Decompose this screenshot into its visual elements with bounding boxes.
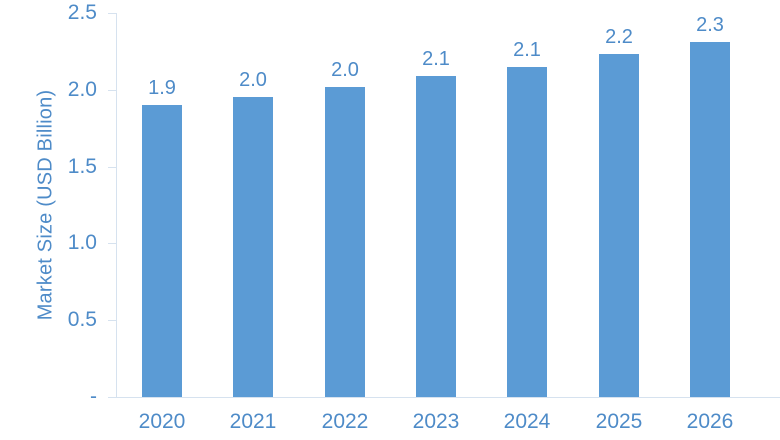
x-tick-label: 2023 (412, 410, 460, 433)
bar-data-label: 2.1 (422, 48, 450, 70)
x-tick-label: 2026 (686, 410, 734, 433)
y-tick (108, 397, 116, 398)
x-tick-label: 2020 (138, 410, 186, 433)
bar-data-label: 2.0 (239, 69, 267, 91)
x-tick-label: 2022 (321, 410, 369, 433)
bar-data-label: 1.9 (148, 77, 176, 99)
y-tick-label: 2.0 (67, 78, 97, 101)
bar-data-label: 2.3 (696, 14, 724, 36)
bar-data-label: 2.0 (331, 59, 359, 81)
bar (325, 87, 365, 397)
bar (142, 105, 182, 397)
bar-data-label: 2.1 (513, 39, 541, 61)
bar (690, 42, 730, 397)
y-axis-title: Market Size (USD Billion) (34, 89, 57, 321)
y-tick (108, 243, 116, 244)
x-axis-line (116, 397, 780, 398)
bar (599, 54, 639, 397)
y-tick-label: 2.5 (67, 1, 97, 24)
y-tick-label: - (90, 385, 97, 408)
bar-data-label: 2.2 (605, 26, 633, 48)
y-tick (108, 320, 116, 321)
bar (416, 76, 456, 397)
y-tick (108, 90, 116, 91)
y-tick (108, 13, 116, 14)
y-axis-line (116, 13, 117, 397)
bar (507, 67, 547, 397)
x-tick-label: 2025 (595, 410, 643, 433)
bar (233, 97, 273, 397)
y-tick-label: 1.0 (67, 231, 97, 254)
y-tick-label: 0.5 (67, 308, 97, 331)
y-tick-label: 1.5 (67, 155, 97, 178)
x-tick-label: 2024 (503, 410, 551, 433)
y-tick (108, 167, 116, 168)
x-tick-label: 2021 (229, 410, 277, 433)
